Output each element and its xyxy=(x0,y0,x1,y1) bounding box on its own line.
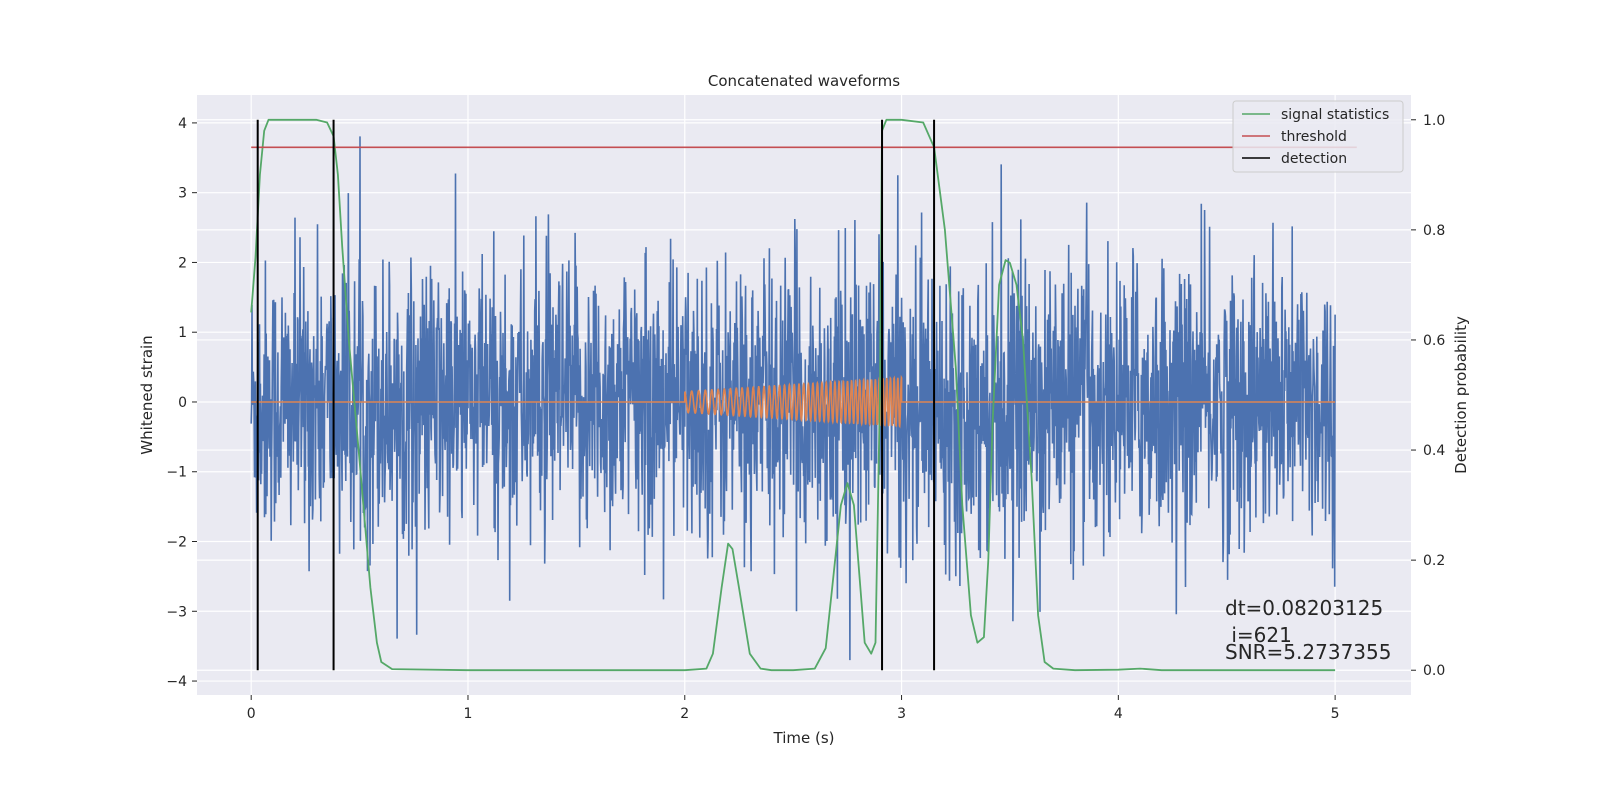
signal-statistics-line xyxy=(250,118,1336,672)
annotation-snr: SNR=5.2737355 xyxy=(1225,640,1391,664)
detection-series xyxy=(256,119,936,671)
y-axis-left: −4 −3 −2 −1 0 1 2 3 4 xyxy=(166,116,197,690)
legend: signal statistics threshold detection xyxy=(1232,100,1404,173)
y-tick-label-6: 2 xyxy=(178,255,187,271)
legend-box xyxy=(1232,100,1404,173)
y-tick-label-2: −2 xyxy=(166,535,187,551)
y-tick-label-7: 3 xyxy=(178,186,187,202)
y-right-tick-label-2: 0.4 xyxy=(1423,443,1445,459)
y-tick-label-1: −3 xyxy=(166,604,187,620)
x-tick-label-4: 4 xyxy=(1114,706,1123,722)
y-axis-right-title: Detection probability xyxy=(1452,316,1470,474)
y-right-tick-label-1: 0.2 xyxy=(1423,553,1445,569)
chart-title: Concatenated waveforms xyxy=(708,72,900,90)
annotation-index: i=621 xyxy=(1225,623,1292,647)
x-tick-label-2: 2 xyxy=(680,706,689,722)
signal-statistics-series xyxy=(250,118,1336,672)
x-tick-label-5: 5 xyxy=(1331,706,1340,722)
y-right-tick-label-3: 0.6 xyxy=(1423,333,1445,349)
y-tick-label-8: 4 xyxy=(178,116,187,132)
annotation-dt: dt=0.08203125 xyxy=(1225,596,1383,620)
annotations: dt=0.08203125 i=621 SNR=5.2737355 xyxy=(1225,596,1391,664)
y-tick-label-4: 0 xyxy=(178,395,187,411)
x-axis-title: Time (s) xyxy=(773,729,835,747)
x-tick-label-0: 0 xyxy=(247,706,256,722)
template-line xyxy=(251,374,1336,429)
legend-label-detection: detection xyxy=(1281,151,1347,167)
y-tick-label-0: −4 xyxy=(166,674,187,690)
y-axis-title: Whitened strain xyxy=(138,335,156,454)
y-tick-label-3: −1 xyxy=(166,465,187,481)
y-axis-right: 0.0 0.2 0.4 0.6 0.8 1.0 xyxy=(1411,113,1445,679)
x-tick-label-3: 3 xyxy=(897,706,906,722)
legend-label-signal-statistics: signal statistics xyxy=(1281,107,1389,123)
legend-label-threshold: threshold xyxy=(1281,129,1347,145)
x-tick-label-1: 1 xyxy=(464,706,473,722)
x-axis: 0 1 2 3 4 5 xyxy=(247,695,1340,722)
y-right-tick-label-5: 1.0 xyxy=(1423,113,1445,129)
y-tick-label-5: 1 xyxy=(178,325,187,341)
y-right-tick-label-0: 0.0 xyxy=(1423,663,1445,679)
y-right-tick-label-4: 0.8 xyxy=(1423,223,1445,239)
template-series xyxy=(251,374,1336,429)
